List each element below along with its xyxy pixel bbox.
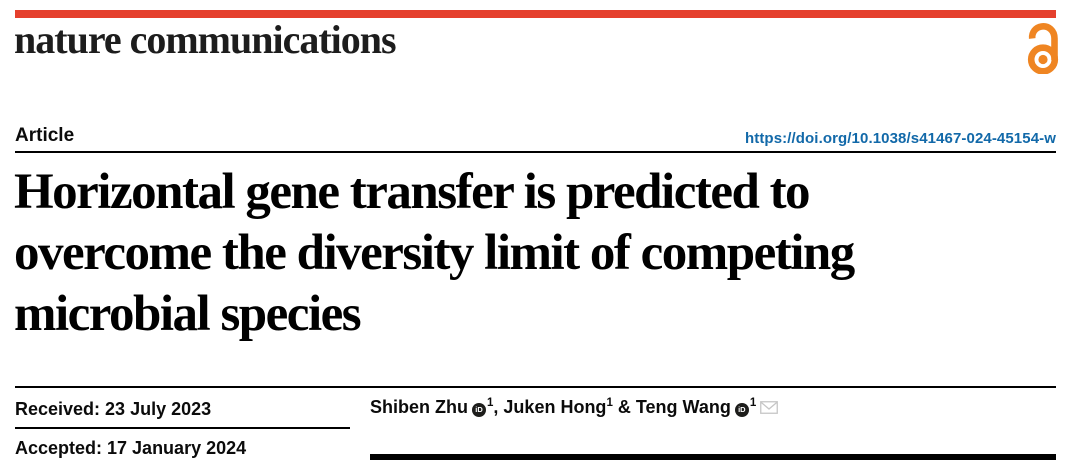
author-separator: & [612,397,636,417]
paper-title-line-3: microbial species [14,286,362,342]
author-name: Shiben Zhu [370,397,468,417]
orcid-id-icon[interactable]: iD [734,402,749,417]
author-affiliation-superscript: 1 [749,397,757,409]
thick-divider-below-authors [370,454,1056,460]
orcid-id-icon[interactable]: iD [472,402,486,417]
accepted-date: Accepted: 17 January 2024 [15,438,247,458]
open-access-icon [1026,21,1063,75]
article-type-row: Article https://doi.org/10.1038/s41467-0… [15,125,1056,147]
author-separator: , [493,397,504,417]
author-affiliation-superscript: 1 [606,397,613,409]
author-affiliation-superscript: 1 [487,397,494,409]
paper-title: Horizontal gene transfer is predicted to… [14,162,1044,345]
author-name: Juken Hong [503,397,607,417]
received-date: Received: 23 July 2023 [15,399,212,419]
author-name: Teng Wang [635,397,731,417]
envelope-icon[interactable] [760,398,779,418]
divider-above-meta [15,386,1056,388]
paper-title-line-2: overcome the diversity limit of competin… [14,225,855,281]
doi-link[interactable]: https://doi.org/10.1038/s41467-024-45154… [744,130,1056,147]
divider-between-dates [15,427,350,429]
author-list: Shiben Zhu iD1, Juken Hong1 & Teng Wang iD… [370,397,779,419]
paper-title-line-1: Horizontal gene transfer is predicted to [14,164,811,220]
journal-wordmark: nature communications [14,17,397,62]
divider-under-article-row [15,151,1056,153]
article-type-label: Article [15,125,75,146]
brand-red-bar [15,10,1056,18]
